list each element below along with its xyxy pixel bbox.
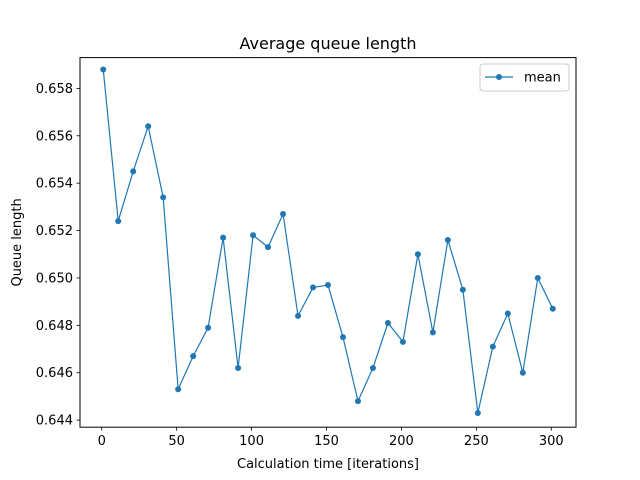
data-point <box>369 364 376 371</box>
data-point <box>339 334 346 341</box>
y-tick-label: 0.652 <box>36 224 73 239</box>
data-point <box>115 218 122 225</box>
y-tick-label: 0.658 <box>36 82 73 97</box>
x-tick-label: 100 <box>239 434 264 449</box>
legend-marker-swatch <box>496 74 502 80</box>
y-tick-label: 0.656 <box>36 129 73 144</box>
data-point <box>145 123 152 130</box>
legend: mean <box>479 63 570 92</box>
data-point <box>100 66 107 73</box>
data-point <box>399 338 406 345</box>
x-tick-label: 300 <box>539 434 564 449</box>
data-point <box>384 319 391 326</box>
data-point <box>325 282 331 289</box>
x-axis-label: Calculation time [iterations] <box>237 457 419 472</box>
data-point <box>444 237 451 244</box>
data-point <box>280 210 287 217</box>
data-point <box>220 234 227 241</box>
data-point <box>265 244 272 251</box>
y-tick-label: 0.650 <box>36 271 73 286</box>
data-point <box>534 274 541 281</box>
y-tick-label: 0.654 <box>36 177 73 192</box>
data-point <box>354 398 361 405</box>
legend-label-mean: mean <box>524 71 561 86</box>
y-axis-label: Queue length <box>10 198 25 286</box>
data-point <box>519 369 526 376</box>
y-tick-label: 0.648 <box>36 319 73 334</box>
data-point <box>489 343 496 350</box>
x-tick-label: 50 <box>168 434 185 449</box>
data-point <box>235 364 242 371</box>
x-tick-label: 150 <box>314 434 339 449</box>
y-tick-label: 0.644 <box>36 414 73 429</box>
x-tick-label: 0 <box>98 434 106 449</box>
legend-box <box>479 63 570 92</box>
y-tick-label: 0.646 <box>36 366 73 381</box>
data-point <box>250 232 257 239</box>
data-point <box>504 310 511 317</box>
data-point <box>459 286 466 293</box>
chart-title: Average queue length <box>240 34 417 53</box>
data-point <box>474 409 481 416</box>
data-point <box>205 324 212 331</box>
data-point <box>414 251 421 258</box>
data-point <box>549 305 556 312</box>
data-point <box>160 194 167 201</box>
data-point <box>130 168 137 175</box>
data-point <box>310 284 317 291</box>
x-tick-label: 200 <box>389 434 414 449</box>
data-point <box>429 329 436 336</box>
data-point <box>175 386 182 393</box>
axes-frame <box>79 57 577 428</box>
data-point <box>295 312 302 319</box>
x-tick-label: 250 <box>464 434 489 449</box>
data-point <box>190 353 197 360</box>
